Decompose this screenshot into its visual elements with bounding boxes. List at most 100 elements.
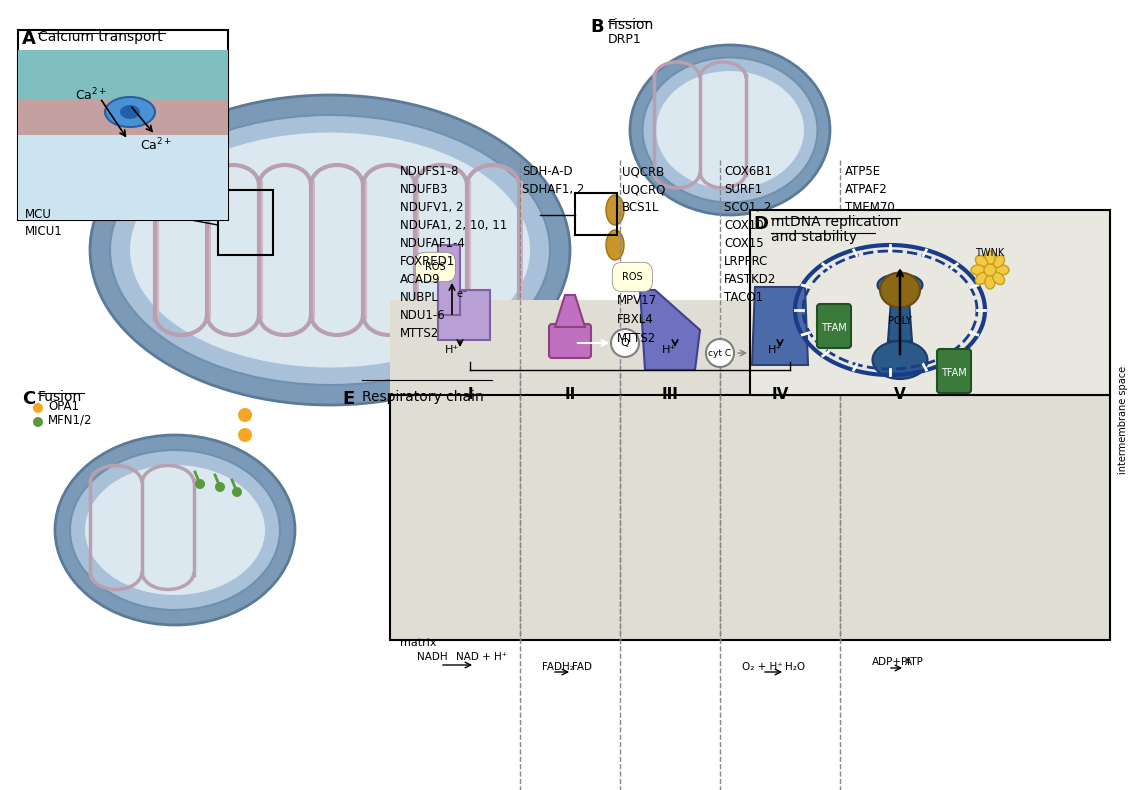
Ellipse shape: [984, 264, 996, 276]
Circle shape: [238, 408, 252, 422]
Text: Respiratory chain: Respiratory chain: [362, 390, 483, 404]
Text: H⁺: H⁺: [767, 345, 782, 355]
Circle shape: [215, 482, 225, 492]
Ellipse shape: [657, 71, 804, 189]
Ellipse shape: [606, 195, 624, 225]
Circle shape: [195, 479, 205, 489]
Ellipse shape: [880, 273, 920, 307]
Text: H⁺: H⁺: [445, 345, 460, 355]
Text: II: II: [565, 387, 576, 402]
Polygon shape: [887, 287, 912, 341]
Text: ROS: ROS: [621, 272, 643, 282]
Polygon shape: [438, 245, 460, 315]
Polygon shape: [640, 290, 700, 370]
Text: NDUFS1-8
NDUFB3
NDUFV1, 2
NDUFA1, 2, 10, 11
NDUFAF1-4
FOXRED1
ACAD9
NUBPL
NDU1-6: NDUFS1-8 NDUFB3 NDUFV1, 2 NDUFA1, 2, 10,…: [400, 165, 507, 340]
Text: B: B: [590, 18, 603, 36]
Text: FAD: FAD: [572, 662, 592, 672]
Ellipse shape: [631, 45, 830, 215]
Text: A: A: [22, 30, 36, 48]
Bar: [218, 190, 273, 255]
Text: IV: IV: [771, 387, 789, 402]
Text: OPA1: OPA1: [48, 400, 79, 412]
Circle shape: [238, 428, 252, 442]
FancyBboxPatch shape: [817, 304, 851, 348]
Polygon shape: [18, 100, 228, 135]
Text: Ca$^{2+}$: Ca$^{2+}$: [75, 87, 108, 103]
Text: TFAM: TFAM: [941, 368, 967, 378]
Text: Fusion: Fusion: [38, 390, 83, 404]
Bar: [18, 30, 228, 220]
Ellipse shape: [85, 465, 265, 595]
Ellipse shape: [976, 273, 987, 284]
Ellipse shape: [985, 275, 995, 289]
Polygon shape: [438, 290, 490, 340]
Text: matrix: matrix: [400, 638, 437, 648]
Polygon shape: [555, 295, 585, 327]
Ellipse shape: [971, 265, 985, 275]
Text: Q: Q: [620, 338, 629, 348]
Text: intermembrane space: intermembrane space: [1118, 366, 1127, 474]
Circle shape: [33, 417, 43, 427]
Text: D: D: [753, 215, 767, 233]
Text: O₂ + H⁺: O₂ + H⁺: [741, 662, 782, 672]
Ellipse shape: [70, 450, 280, 610]
Text: I: I: [468, 387, 473, 402]
Ellipse shape: [130, 133, 530, 367]
Text: Fission: Fission: [608, 18, 654, 32]
Ellipse shape: [985, 251, 995, 265]
Text: POLY: POLY: [889, 316, 912, 326]
Ellipse shape: [993, 273, 1004, 284]
Text: C: C: [22, 390, 35, 408]
Text: DRP1: DRP1: [608, 33, 642, 46]
Text: Ca$^{2+}$: Ca$^{2+}$: [140, 137, 172, 153]
Text: ANT1
MPV17
FBXL4
MTTS2: ANT1 MPV17 FBXL4 MTTS2: [617, 275, 657, 345]
Text: MFN1/2: MFN1/2: [48, 413, 93, 427]
Ellipse shape: [110, 115, 550, 385]
Text: E: E: [342, 390, 354, 408]
Text: mtDNA replication: mtDNA replication: [771, 215, 899, 229]
Ellipse shape: [120, 105, 140, 119]
FancyBboxPatch shape: [937, 349, 971, 393]
Text: COX6B1
SURF1
SCO1, 2
COX10
COX15
LRPPRC
FASTKD2
TACO1: COX6B1 SURF1 SCO1, 2 COX10 COX15 LRPPRC …: [724, 165, 777, 304]
Bar: [391, 335, 1110, 395]
Text: UQCRB
UQCRQ
BCS1L: UQCRB UQCRQ BCS1L: [621, 165, 666, 214]
Text: e⁻: e⁻: [456, 289, 468, 299]
Circle shape: [706, 339, 734, 367]
Ellipse shape: [606, 230, 624, 260]
Text: ATP5E
ATPAF2
TMEM70: ATP5E ATPAF2 TMEM70: [844, 165, 894, 214]
Bar: [575, 193, 617, 235]
Bar: [751, 210, 1110, 395]
Polygon shape: [752, 287, 808, 365]
Ellipse shape: [995, 265, 1009, 275]
Text: and stability: and stability: [771, 230, 857, 244]
Ellipse shape: [873, 341, 927, 379]
Ellipse shape: [877, 274, 923, 296]
Text: cyt C: cyt C: [709, 348, 731, 358]
Text: MCU
MICU1: MCU MICU1: [25, 208, 62, 238]
Text: III: III: [661, 387, 678, 402]
Text: TWNK: TWNK: [976, 248, 1004, 258]
Text: ADP+Pi: ADP+Pi: [872, 657, 911, 667]
Ellipse shape: [105, 97, 155, 127]
Text: H⁺: H⁺: [662, 345, 676, 355]
Text: ATP: ATP: [904, 657, 924, 667]
FancyBboxPatch shape: [549, 324, 591, 358]
Circle shape: [33, 403, 43, 413]
Text: FADH₂: FADH₂: [542, 662, 574, 672]
Text: NAD + H⁺: NAD + H⁺: [456, 652, 507, 662]
Text: NADH: NADH: [417, 652, 447, 662]
Ellipse shape: [91, 95, 571, 405]
Text: V: V: [894, 387, 906, 402]
Ellipse shape: [643, 58, 817, 202]
Ellipse shape: [993, 255, 1004, 268]
Ellipse shape: [55, 435, 295, 625]
Text: H₂O: H₂O: [784, 662, 805, 672]
Text: Calcium transport: Calcium transport: [38, 30, 163, 44]
Ellipse shape: [976, 255, 987, 268]
Circle shape: [232, 487, 242, 497]
Polygon shape: [18, 50, 228, 100]
Text: SDH-A-D
SDHAF1, 2: SDH-A-D SDHAF1, 2: [522, 165, 584, 196]
Text: ROS: ROS: [424, 262, 446, 272]
Bar: [391, 300, 1110, 640]
Text: TFAM: TFAM: [821, 323, 847, 333]
